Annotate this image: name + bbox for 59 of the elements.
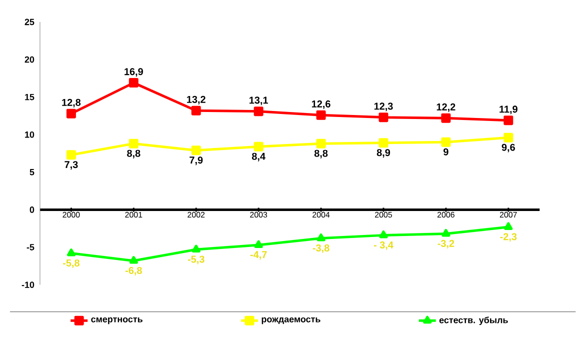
point (254, 240, 263, 248)
data-label: -5,8 (63, 260, 80, 268)
point (66, 108, 76, 118)
data-label: 13,1 (250, 96, 268, 106)
y-tick-label: 10 (25, 132, 34, 138)
point (191, 106, 201, 116)
point (254, 142, 264, 152)
point (441, 138, 451, 147)
point (316, 234, 326, 242)
data-label: 12,8 (62, 99, 81, 108)
y-tick-label: 20 (24, 56, 34, 63)
point (129, 256, 138, 264)
y-tick-label: 5 (30, 169, 34, 176)
y-tick-label: -5 (26, 244, 34, 251)
data-label: 7,3 (64, 161, 78, 170)
point (66, 248, 76, 256)
point (316, 139, 326, 148)
point (442, 229, 450, 237)
data-label: 12,2 (436, 104, 456, 112)
point (128, 139, 138, 148)
point (504, 133, 514, 142)
data-label: 16,9 (124, 68, 143, 77)
point (504, 116, 514, 126)
data-label: -4,7 (250, 251, 267, 260)
data-label: - 3,4 (374, 242, 394, 250)
legend-label: естеств. убыль (439, 316, 508, 326)
data-label: 12,3 (374, 102, 393, 112)
data-label: 8,9 (376, 149, 390, 158)
point (191, 146, 201, 156)
data-label: 7,9 (190, 156, 203, 166)
point (192, 244, 200, 253)
point (378, 138, 388, 148)
point (66, 150, 76, 160)
legend-label: рождаемость (262, 318, 320, 324)
y-tick-label: 25 (24, 18, 34, 26)
data-label: 9,6 (502, 144, 515, 152)
data-label: -2,3 (500, 233, 517, 242)
point (128, 78, 138, 88)
point (254, 106, 264, 116)
point (316, 110, 326, 120)
y-tick-label: -10 (22, 282, 34, 288)
y-tick-label: 15 (25, 94, 34, 100)
data-label: -3,2 (438, 240, 454, 249)
point (379, 230, 388, 238)
data-label: 8,8 (314, 150, 328, 158)
point (504, 222, 513, 230)
point (441, 113, 451, 123)
data-label: 8,8 (127, 150, 140, 158)
data-label: -6,8 (125, 267, 142, 276)
point (378, 112, 388, 122)
data-label: -3,8 (312, 244, 330, 254)
data-label: 8,4 (252, 152, 266, 162)
data-label: 12,6 (312, 100, 330, 110)
data-label: -5,3 (188, 256, 204, 264)
data-label: 13,2 (187, 96, 206, 105)
legend-label: смертность (91, 318, 142, 324)
data-label: 9 (444, 148, 448, 156)
data-label: 11,9 (500, 106, 518, 114)
y-tick-label: 0 (30, 206, 34, 214)
